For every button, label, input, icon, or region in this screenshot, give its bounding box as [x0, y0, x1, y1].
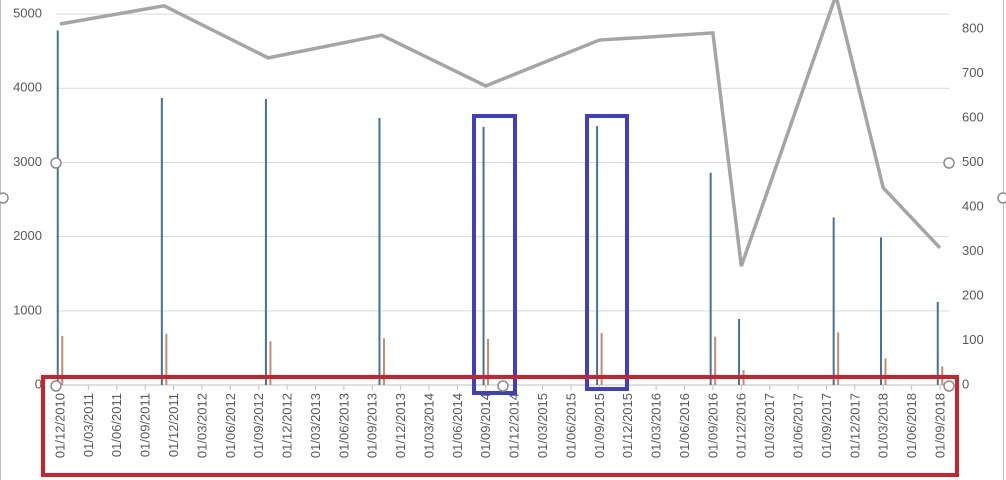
y2-tick-label: 800: [962, 20, 984, 35]
bar: [269, 341, 272, 385]
selection-handle[interactable]: [943, 157, 955, 169]
x-tick-label: 01/09/2018: [932, 393, 947, 458]
x-tick-label: 01/06/2013: [336, 393, 351, 458]
x-tick-label: 01/06/2014: [450, 393, 465, 458]
bar: [738, 318, 741, 385]
bar: [160, 97, 163, 386]
x-tick-label: 01/03/2012: [194, 393, 209, 458]
x-tick-label: 01/09/2015: [592, 393, 607, 458]
x-tick-label: 01/12/2017: [847, 393, 862, 458]
y2-tick-label: 600: [962, 109, 984, 124]
y-tick-label: 5000: [13, 6, 42, 21]
bar: [487, 339, 490, 385]
bar: [382, 338, 385, 385]
x-tick-label: 01/03/2016: [649, 393, 664, 458]
x-tick-label: 01/12/2016: [734, 393, 749, 458]
y2-tick-label: 0: [962, 376, 969, 391]
x-tick-label: 01/03/2013: [308, 393, 323, 458]
x-tick-label: 01/06/2011: [109, 393, 124, 457]
y-tick-label: 2000: [13, 228, 42, 243]
x-tick-label: 01/03/2017: [762, 393, 777, 458]
y2-tick-label: 200: [962, 287, 984, 302]
y2-tick-label: 500: [962, 154, 984, 169]
bar: [56, 30, 59, 386]
bar: [714, 336, 717, 385]
bar: [378, 117, 381, 386]
x-tick-label: 01/12/2012: [280, 393, 295, 458]
x-tick-label: 01/09/2014: [478, 393, 493, 458]
x-tick-label: 01/12/2010: [52, 393, 67, 458]
y-tick-label: 1000: [13, 302, 42, 317]
bar: [936, 301, 939, 385]
x-tick-label: 01/06/2017: [791, 393, 806, 458]
x-tick-label: 01/09/2013: [365, 393, 380, 458]
x-tick-label: 01/09/2012: [251, 393, 266, 458]
bar: [596, 126, 599, 385]
bar: [879, 237, 882, 385]
y-tick-label: 4000: [13, 80, 42, 95]
selection-handle[interactable]: [50, 380, 62, 392]
x-tick-label: 01/03/2014: [421, 393, 436, 458]
bar: [709, 172, 712, 385]
y-tick-label: 0: [35, 376, 42, 391]
line: [59, 0, 942, 267]
bar: [600, 333, 603, 385]
y2-tick-label: 300: [962, 243, 984, 258]
x-tick-label: 01/06/2012: [223, 393, 238, 458]
x-tick-label: 01/03/2015: [535, 393, 550, 458]
y2-tick-label: 100: [962, 332, 984, 347]
selection-handle[interactable]: [497, 380, 509, 392]
bar: [61, 336, 64, 385]
y2-tick-label: 400: [962, 198, 984, 213]
x-tick-label: 01/09/2017: [819, 393, 834, 458]
highlight-box: [41, 375, 959, 477]
bar: [837, 332, 840, 385]
x-tick-label: 01/06/2018: [904, 393, 919, 458]
x-tick-label: 01/12/2011: [166, 393, 181, 457]
highlight-box: [585, 114, 629, 391]
selection-handle[interactable]: [50, 157, 62, 169]
y-tick-label: 3000: [13, 154, 42, 169]
bar: [482, 126, 485, 386]
highlight-box: [472, 114, 517, 395]
selection-handle[interactable]: [943, 380, 955, 392]
x-tick-label: 01/06/2016: [677, 393, 692, 458]
bar: [832, 217, 835, 385]
x-tick-label: 01/03/2011: [81, 393, 96, 457]
x-tick-label: 01/09/2011: [138, 393, 153, 457]
x-tick-label: 01/03/2018: [876, 393, 891, 458]
x-tick-label: 01/12/2013: [393, 393, 408, 458]
x-tick-label: 01/12/2015: [620, 393, 635, 458]
bar: [884, 358, 887, 385]
bar: [165, 333, 168, 385]
x-tick-label: 01/09/2016: [705, 393, 720, 458]
x-tick-label: 01/12/2014: [507, 393, 522, 458]
y2-tick-label: 700: [962, 65, 984, 80]
x-tick-label: 01/06/2015: [563, 393, 578, 458]
selection-handle[interactable]: [0, 192, 9, 204]
bar: [264, 99, 267, 385]
selection-handle[interactable]: [997, 192, 1006, 204]
